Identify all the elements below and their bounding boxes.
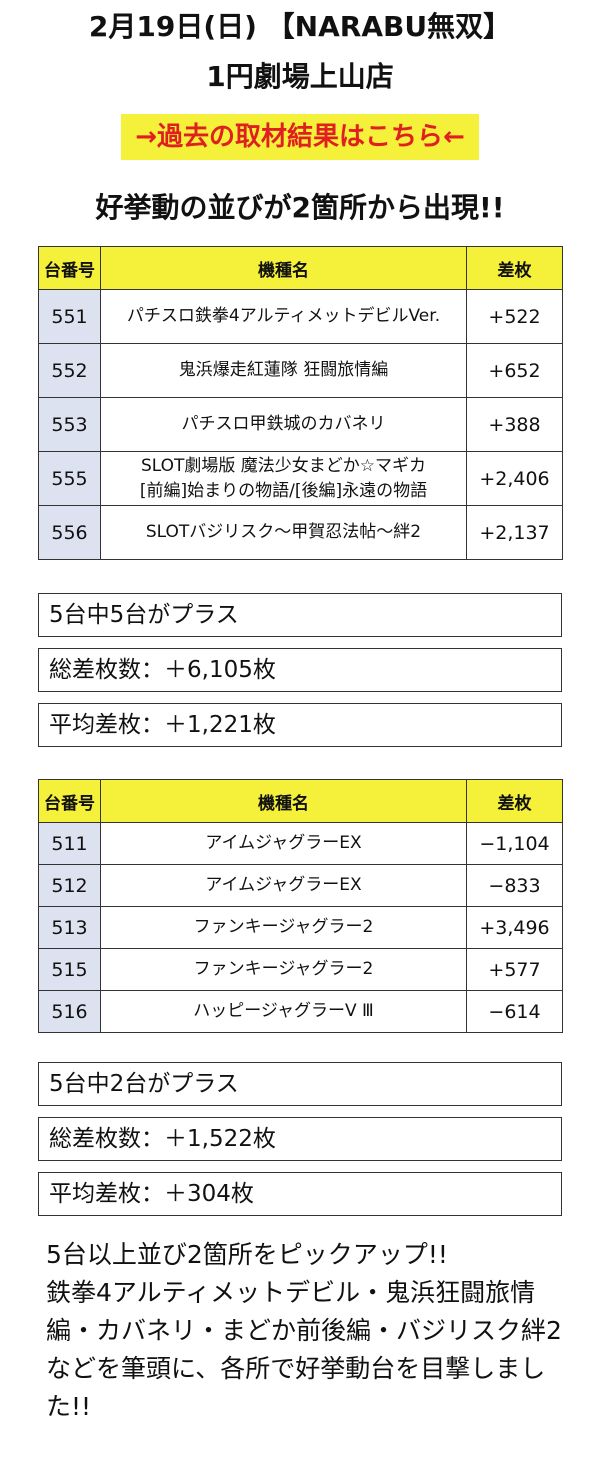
- machine-name: SLOTバジリスク〜甲賀忍法帖〜絆2: [100, 505, 467, 560]
- coin-difference: +577: [466, 948, 563, 991]
- total-difference-box: 総差枚数：＋1,522枚: [38, 1117, 562, 1161]
- coin-difference: −614: [466, 990, 563, 1033]
- table-row: 512 アイムジャグラーEX −833: [38, 864, 563, 907]
- machine-name: アイムジャグラーEX: [100, 864, 467, 907]
- coin-difference: −1,104: [466, 822, 563, 865]
- machine-name: ハッピージャグラーV Ⅲ: [100, 990, 467, 1033]
- machine-number: 553: [38, 397, 101, 452]
- results-table-1: 台番号 機種名 差枚 551 パチスロ鉄拳4アルティメットデビルVer. +52…: [38, 246, 563, 560]
- machine-number: 511: [38, 822, 101, 865]
- machine-number: 515: [38, 948, 101, 991]
- header-machine-name: 機種名: [100, 779, 467, 823]
- machine-name: 鬼浜爆走紅蓮隊 狂闘旅情編: [100, 343, 467, 398]
- machine-name: アイムジャグラーEX: [100, 822, 467, 865]
- table-header-row: 台番号 機種名 差枚: [38, 779, 563, 823]
- machine-name-line: パチスロ甲鉄城のカバネリ: [181, 414, 386, 434]
- coin-difference: +652: [466, 343, 563, 398]
- past-results-link-wrapper: →過去の取材結果はこちら←: [0, 114, 600, 160]
- past-results-link[interactable]: →過去の取材結果はこちら←: [121, 114, 479, 160]
- table-row: 551 パチスロ鉄拳4アルティメットデビルVer. +522: [38, 289, 563, 344]
- table-row: 556 SLOTバジリスク〜甲賀忍法帖〜絆2 +2,137: [38, 505, 563, 560]
- machine-name-line: [前編]始まりの物語/[後編]永遠の物語: [139, 480, 428, 501]
- machine-name-line: 鬼浜爆走紅蓮隊 狂闘旅情編: [178, 360, 389, 380]
- machine-name: ファンキージャグラー2: [100, 906, 467, 949]
- header-machine-name: 機種名: [100, 246, 467, 290]
- table-row: 511 アイムジャグラーEX −1,104: [38, 822, 563, 865]
- coin-difference: +3,496: [466, 906, 563, 949]
- plus-count-box: 5台中5台がプラス: [38, 593, 562, 637]
- results-table-2: 台番号 機種名 差枚 511 アイムジャグラーEX −1,104 512 アイム…: [38, 779, 563, 1033]
- table-row: 553 パチスロ甲鉄城のカバネリ +388: [38, 397, 563, 452]
- machine-name-line: SLOTバジリスク〜甲賀忍法帖〜絆2: [145, 522, 422, 542]
- coin-difference: +2,406: [466, 451, 563, 506]
- machine-name: ファンキージャグラー2: [100, 948, 467, 991]
- plus-count-box: 5台中2台がプラス: [38, 1062, 562, 1106]
- machine-number: 555: [38, 451, 101, 506]
- table-row: 515 ファンキージャグラー2 +577: [38, 948, 563, 991]
- summary-paragraph: 鉄拳4アルティメットデビル・鬼浜狂闘旅情編・カバネリ・まどか前後編・バジリスク絆…: [46, 1278, 562, 1421]
- coin-difference: +522: [466, 289, 563, 344]
- header-machine-number: 台番号: [38, 779, 101, 823]
- summary-line: 5台以上並び2箇所をピックアップ!!: [46, 1240, 448, 1269]
- machine-number: 513: [38, 906, 101, 949]
- machine-number: 516: [38, 990, 101, 1033]
- store-name: 1円劇場上山店: [206, 60, 394, 93]
- machine-number: 551: [38, 289, 101, 344]
- header-difference: 差枚: [466, 779, 563, 823]
- average-difference-box: 平均差枚：＋1,221枚: [38, 703, 562, 747]
- table-header-row: 台番号 機種名 差枚: [38, 246, 563, 290]
- average-difference-box: 平均差枚：＋304枚: [38, 1172, 562, 1216]
- table-row: 552 鬼浜爆走紅蓮隊 狂闘旅情編 +652: [38, 343, 563, 398]
- header-machine-number: 台番号: [38, 246, 101, 290]
- coin-difference: −833: [466, 864, 563, 907]
- table-row: 516 ハッピージャグラーV Ⅲ −614: [38, 990, 563, 1033]
- machine-name: SLOT劇場版 魔法少女まどか☆マギカ [前編]始まりの物語/[後編]永遠の物語: [100, 451, 467, 506]
- header-difference: 差枚: [466, 246, 563, 290]
- coin-difference: +388: [466, 397, 563, 452]
- total-difference-box: 総差枚数：＋6,105枚: [38, 648, 562, 692]
- headline: 好挙動の並びが2箇所から出現!!: [95, 191, 505, 224]
- table-row: 555 SLOT劇場版 魔法少女まどか☆マギカ [前編]始まりの物語/[後編]永…: [38, 451, 563, 506]
- table-row: 513 ファンキージャグラー2 +3,496: [38, 906, 563, 949]
- machine-name: パチスロ甲鉄城のカバネリ: [100, 397, 467, 452]
- machine-number: 556: [38, 505, 101, 560]
- machine-number: 512: [38, 864, 101, 907]
- machine-name: パチスロ鉄拳4アルティメットデビルVer.: [100, 289, 467, 344]
- summary-text: 5台以上並び2箇所をピックアップ!! 鉄拳4アルティメットデビル・鬼浜狂闘旅情編…: [46, 1236, 566, 1426]
- machine-name-line: SLOT劇場版 魔法少女まどか☆マギカ: [140, 455, 427, 476]
- page-title: 2月19日(日) 【NARABU無双】: [88, 10, 512, 43]
- machine-number: 552: [38, 343, 101, 398]
- machine-name-line: パチスロ鉄拳4アルティメットデビルVer.: [126, 306, 441, 326]
- coin-difference: +2,137: [466, 505, 563, 560]
